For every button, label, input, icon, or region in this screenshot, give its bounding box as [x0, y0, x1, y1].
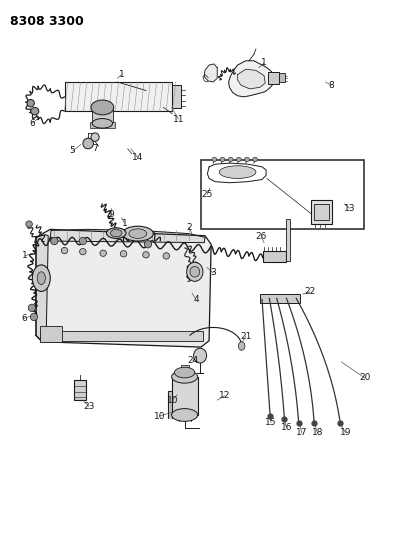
Ellipse shape — [31, 108, 39, 115]
Ellipse shape — [120, 251, 126, 257]
Ellipse shape — [189, 266, 199, 277]
Text: 24: 24 — [187, 357, 198, 366]
Ellipse shape — [211, 157, 216, 161]
Text: 6: 6 — [21, 314, 27, 323]
Bar — [64, 82, 172, 111]
Ellipse shape — [193, 348, 206, 363]
Text: 2: 2 — [185, 223, 191, 232]
Text: 7: 7 — [92, 144, 98, 154]
Text: 11: 11 — [172, 115, 184, 124]
Ellipse shape — [26, 221, 32, 227]
Ellipse shape — [174, 367, 194, 378]
Text: 15: 15 — [265, 418, 276, 427]
Ellipse shape — [27, 100, 34, 107]
Polygon shape — [237, 69, 265, 89]
Ellipse shape — [92, 103, 112, 112]
Ellipse shape — [163, 253, 169, 259]
Ellipse shape — [142, 252, 149, 258]
Bar — [74, 380, 86, 400]
Text: 26: 26 — [255, 232, 266, 241]
Bar — [172, 85, 181, 109]
Ellipse shape — [106, 228, 126, 238]
Text: 17: 17 — [295, 429, 307, 438]
Ellipse shape — [236, 157, 240, 161]
Text: 10: 10 — [153, 411, 165, 421]
Ellipse shape — [91, 133, 99, 141]
Bar — [40, 326, 62, 342]
Ellipse shape — [219, 166, 255, 179]
Polygon shape — [228, 61, 274, 97]
Polygon shape — [36, 235, 48, 340]
Ellipse shape — [171, 370, 197, 383]
Text: 22: 22 — [304, 287, 315, 296]
Text: 9: 9 — [108, 210, 114, 219]
Text: 8308 3300: 8308 3300 — [9, 14, 83, 28]
Text: 5: 5 — [70, 147, 75, 156]
Bar — [286, 219, 289, 261]
Text: 10: 10 — [166, 395, 178, 405]
Bar — [180, 365, 188, 372]
Polygon shape — [168, 391, 171, 418]
Text: 3: 3 — [210, 268, 216, 277]
Text: 8: 8 — [328, 80, 333, 90]
Ellipse shape — [238, 342, 244, 350]
Ellipse shape — [220, 157, 225, 161]
Ellipse shape — [51, 237, 58, 245]
Bar — [171, 377, 197, 415]
Ellipse shape — [30, 313, 38, 320]
Text: 1: 1 — [121, 219, 127, 228]
Ellipse shape — [91, 100, 114, 115]
Ellipse shape — [61, 247, 67, 254]
Ellipse shape — [122, 226, 153, 241]
Polygon shape — [50, 229, 204, 243]
Text: 14: 14 — [132, 153, 143, 162]
Text: 23: 23 — [83, 402, 94, 411]
Text: 1: 1 — [261, 59, 266, 67]
Text: 25: 25 — [201, 190, 212, 199]
Ellipse shape — [37, 272, 45, 285]
Ellipse shape — [79, 237, 86, 245]
Ellipse shape — [128, 229, 146, 238]
Bar — [90, 122, 115, 127]
Ellipse shape — [244, 157, 249, 161]
Ellipse shape — [92, 118, 112, 128]
Text: 1: 1 — [118, 70, 124, 79]
Text: 19: 19 — [339, 429, 351, 438]
Ellipse shape — [110, 229, 121, 237]
Text: 16: 16 — [280, 423, 292, 432]
Text: 13: 13 — [343, 204, 355, 213]
Text: 12: 12 — [218, 391, 230, 400]
Ellipse shape — [171, 409, 197, 421]
Text: 20: 20 — [358, 373, 369, 382]
Bar — [40, 331, 202, 341]
Ellipse shape — [32, 265, 50, 292]
Ellipse shape — [144, 240, 151, 248]
Bar — [313, 204, 328, 220]
Ellipse shape — [186, 262, 202, 281]
Bar — [267, 72, 279, 84]
Text: 18: 18 — [311, 429, 322, 438]
Bar — [279, 74, 284, 82]
Ellipse shape — [252, 157, 257, 161]
Bar — [262, 251, 286, 262]
Bar — [310, 200, 331, 224]
Text: 1: 1 — [22, 252, 28, 261]
Bar — [92, 108, 112, 123]
Polygon shape — [204, 64, 217, 82]
Ellipse shape — [100, 250, 106, 256]
Text: 4: 4 — [193, 295, 198, 304]
Ellipse shape — [28, 304, 36, 312]
Text: 21: 21 — [239, 332, 251, 341]
Ellipse shape — [79, 248, 86, 255]
Polygon shape — [207, 163, 265, 183]
Text: 6: 6 — [29, 119, 35, 128]
Ellipse shape — [228, 157, 233, 161]
Polygon shape — [36, 229, 211, 347]
Ellipse shape — [83, 138, 93, 149]
Bar — [200, 160, 363, 229]
Bar — [259, 294, 299, 303]
